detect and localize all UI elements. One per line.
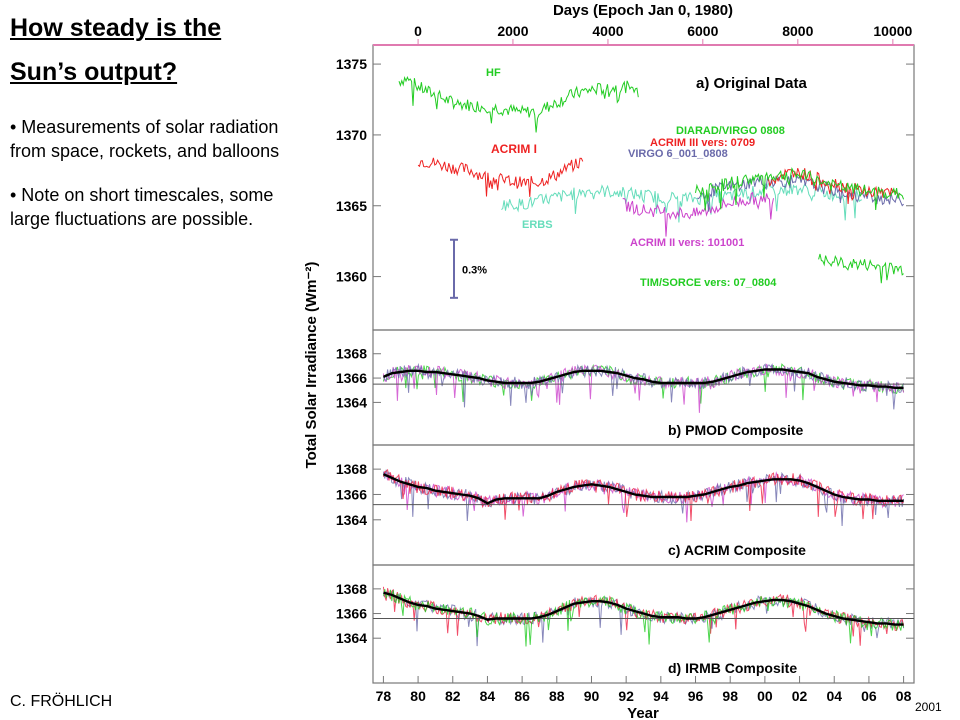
x-tick-label: 96 xyxy=(688,688,704,704)
series-acrim-1 xyxy=(417,157,584,197)
x-tick-label: 80 xyxy=(410,688,426,704)
title-line-2: Sun’s output? xyxy=(10,58,178,86)
y-tick-label: 1364 xyxy=(336,512,367,528)
y-tick-label: 1366 xyxy=(336,370,367,386)
y-tick-label: 1375 xyxy=(336,56,367,72)
x-axis-label: Year xyxy=(627,705,659,720)
x-tick-label: 78 xyxy=(376,688,392,704)
series-timsorce-7 xyxy=(818,253,904,284)
instrument-label: ERBS xyxy=(522,219,553,231)
x-tick-label: 86 xyxy=(514,688,530,704)
instrument-label: ACRIM I xyxy=(491,142,537,156)
panel-b-raw-series xyxy=(382,363,905,413)
top-axis-tick-label: 0 xyxy=(414,23,422,39)
y-tick-label: 1364 xyxy=(336,630,367,646)
panel-b-raw-series xyxy=(382,362,905,410)
top-axis-tick-label: 6000 xyxy=(687,23,718,39)
series-erbs-2 xyxy=(501,182,863,223)
bullet-fluctuations: • Note on short timescales, some large f… xyxy=(10,185,274,229)
x-tick-label: 08 xyxy=(896,688,912,704)
bullet-list: • Measurements of solar radiation from s… xyxy=(10,115,295,251)
x-tick-label: 98 xyxy=(722,688,738,704)
y-tick-label: 1366 xyxy=(336,486,367,502)
instrument-label: VIRGO 6_001_0808 xyxy=(628,148,728,160)
x-tick-label: 06 xyxy=(861,688,877,704)
bullet-measurements: • Measurements of solar radiation from s… xyxy=(10,117,280,161)
x-tick-label: 94 xyxy=(653,688,669,704)
top-axis-tick-label: 10000 xyxy=(873,23,912,39)
y-tick-label: 1370 xyxy=(336,127,367,143)
scale-bar-label: 0.3% xyxy=(462,265,487,277)
x-tick-label: 90 xyxy=(584,688,600,704)
panel-b-composite-line xyxy=(382,368,904,389)
series-diaradvirgo-6 xyxy=(695,167,905,211)
panel-c-title: c) ACRIM Composite xyxy=(668,542,806,558)
series-hf-0 xyxy=(398,76,639,133)
instrument-label: HF xyxy=(486,67,501,79)
series-acrim-3 xyxy=(622,191,774,237)
instrument-label: DIARAD/VIRGO 0808 xyxy=(676,125,785,137)
x-tick-label: 82 xyxy=(445,688,461,704)
author-credit: C. FRÖHLICH xyxy=(10,693,113,710)
panel-c-composite-line xyxy=(382,473,904,505)
top-axis-tick-label: 8000 xyxy=(782,23,813,39)
y-tick-label: 1366 xyxy=(336,606,367,622)
x-tick-label: 02 xyxy=(792,688,808,704)
y-tick-label: 1368 xyxy=(336,581,367,597)
instrument-label: ACRIM III vers: 0709 xyxy=(650,137,755,149)
y-axis-label: Total Solar Irradiance (Wm⁻²) xyxy=(303,262,320,469)
series-virgo-4 xyxy=(697,174,904,212)
title-line-1: How steady is the xyxy=(10,14,222,42)
y-tick-label: 1360 xyxy=(336,269,367,285)
x-tick-label: 88 xyxy=(549,688,565,704)
panel-a-title: a) Original Data xyxy=(696,75,808,92)
instrument-label: ACRIM II vers: 101001 xyxy=(630,237,744,249)
year-mark: 2001 xyxy=(915,700,942,714)
x-tick-label: 04 xyxy=(826,688,842,704)
top-axis-tick-label: 4000 xyxy=(592,23,623,39)
panel-d-raw-series xyxy=(382,588,905,647)
y-tick-label: 1368 xyxy=(336,346,367,362)
panel-b-title: b) PMOD Composite xyxy=(668,422,804,438)
y-tick-label: 1365 xyxy=(336,198,367,214)
x-tick-label: 84 xyxy=(480,688,496,704)
panel-d-frame xyxy=(372,564,915,684)
slide-title: How steady is the Sun’s output? xyxy=(10,6,295,94)
panel-d-composite-line xyxy=(383,591,904,626)
series-acrim-5 xyxy=(767,168,899,205)
y-tick-label: 1368 xyxy=(336,461,367,477)
x-tick-label: 00 xyxy=(757,688,773,704)
instrument-label: TIM/SORCE vers: 07_0804 xyxy=(640,277,777,289)
panel-d-title: d) IRMB Composite xyxy=(668,660,797,676)
y-tick-label: 1364 xyxy=(336,394,367,410)
x-tick-label: 92 xyxy=(618,688,634,704)
top-axis-tick-label: 2000 xyxy=(497,23,528,39)
top-axis-label: Days (Epoch Jan 0, 1980) xyxy=(553,2,733,19)
